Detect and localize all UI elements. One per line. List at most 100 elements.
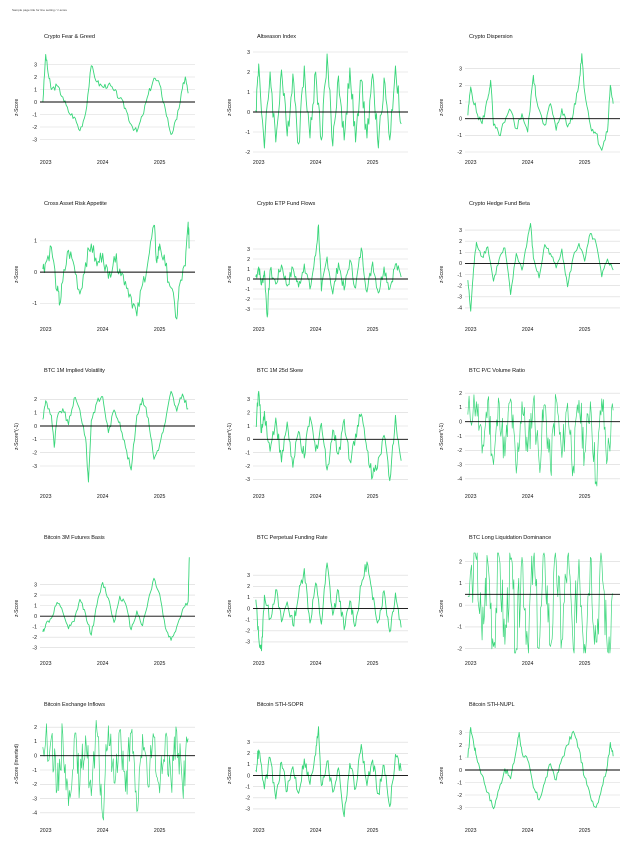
x-tick-label: 2023	[465, 160, 477, 166]
series-line	[255, 224, 402, 318]
x-tick-label: 2024	[97, 828, 109, 834]
y-tick-label: -1	[32, 768, 37, 774]
chart-title: Bitcoin STH-SOPR	[257, 702, 304, 708]
chart-panel: BTC Long Liquidation Dominance z-Score 2 1 0…	[439, 535, 641, 701]
y-axis-label: z-Score (Inverted)	[14, 743, 20, 784]
x-tick-label: 2024	[97, 494, 109, 500]
y-tick-label: 1	[459, 250, 462, 256]
x-tick-label: 2025	[367, 494, 379, 500]
x-tick-label: 2025	[579, 828, 591, 834]
series-line	[467, 552, 614, 654]
y-tick-label: 2	[459, 391, 462, 397]
y-tick-label: 0	[247, 277, 250, 283]
y-tick-label: 1	[459, 405, 462, 411]
y-tick-label: 3	[247, 247, 250, 253]
chart-title: Altseason Index	[257, 34, 297, 40]
y-tick-label: 2	[459, 559, 462, 565]
chart-title: Cross Asset Risk Appetite	[44, 201, 107, 207]
x-tick-label: 2024	[310, 494, 322, 500]
x-tick-label: 2023	[465, 327, 477, 333]
x-tick-label: 2025	[367, 327, 379, 333]
y-tick-label: 1	[247, 90, 250, 96]
y-tick-label: 1	[247, 424, 250, 430]
y-axis-label: z-Score*(-1)	[227, 423, 233, 450]
series-line	[467, 727, 614, 810]
chart-panel: Bitcoin STH-SOPR z-Score 3 2 1 0 -1 -2 -3 2023 202…	[227, 702, 441, 868]
chart-panel: Crypto ETP Fund Flows z-Score 3 2 1 0 -1 -2 -3 20…	[227, 201, 441, 367]
chart-title: Crypto Fear & Greed	[44, 34, 95, 40]
y-tick-label: -1	[32, 437, 37, 443]
y-tick-label: 1	[34, 87, 37, 93]
y-tick-label: -2	[32, 450, 37, 456]
y-tick-label: -3	[457, 805, 462, 811]
x-tick-label: 2023	[40, 327, 52, 333]
y-axis-label: z-Score	[439, 98, 445, 116]
y-tick-label: -3	[32, 464, 37, 470]
y-tick-label: -1	[245, 617, 250, 623]
y-axis-label: z-Score	[227, 599, 233, 617]
y-tick-label: 1	[34, 739, 37, 745]
series-line	[42, 557, 190, 641]
y-tick-label: 2	[459, 83, 462, 89]
y-tick-label: 3	[247, 50, 250, 56]
x-tick-label: 2024	[310, 160, 322, 166]
chart-title: Crypto Dispersion	[469, 34, 513, 40]
y-tick-label: 0	[34, 754, 37, 760]
chart-title: Bitcoin STH-NUPL	[469, 702, 515, 708]
series-line	[42, 221, 190, 320]
y-tick-label: 3	[247, 740, 250, 746]
y-axis-label: z-Score*(-1)	[14, 423, 20, 450]
y-tick-label: -1	[457, 780, 462, 786]
y-tick-label: -4	[32, 811, 37, 817]
y-tick-label: -1	[32, 112, 37, 118]
x-tick-label: 2024	[97, 327, 109, 333]
y-tick-label: -2	[245, 796, 250, 802]
y-tick-label: -3	[245, 640, 250, 646]
y-tick-label: 0	[247, 606, 250, 612]
y-tick-label: -1	[245, 130, 250, 136]
chart-panel: Crypto Hedge Fund Beta z-Score 3 2 1 0 -1 -2 -3 -…	[439, 201, 641, 367]
x-tick-label: 2023	[40, 494, 52, 500]
y-tick-label: 0	[34, 100, 37, 106]
series-line	[42, 54, 189, 135]
chart-title: BTC Long Liquidation Dominance	[469, 535, 552, 541]
y-tick-label: 0	[34, 614, 37, 620]
y-tick-label: -2	[245, 464, 250, 470]
chart-panel: BTC 1M Implied Volatility z-Score*(-1) 2 1 0…	[14, 368, 228, 534]
y-tick-label: 3	[247, 397, 250, 403]
y-tick-label: -3	[457, 295, 462, 301]
chart-title: BTC 1M 25d Skew	[257, 368, 303, 374]
chart-title: Crypto ETP Fund Flows	[257, 201, 316, 207]
y-tick-label: 1	[459, 100, 462, 106]
chart-panel: BTC Perpetual Funding Rate z-Score 3 2 1 0 -1 -…	[227, 535, 441, 701]
y-tick-label: -2	[32, 635, 37, 641]
y-tick-label: 2	[247, 257, 250, 263]
y-tick-label: 3	[34, 582, 37, 588]
x-tick-label: 2023	[253, 661, 265, 667]
y-tick-label: 3	[459, 66, 462, 72]
y-tick-label: 2	[34, 593, 37, 599]
y-tick-label: 2	[34, 75, 37, 81]
y-tick-label: -1	[245, 450, 250, 456]
y-tick-label: -3	[32, 137, 37, 143]
x-tick-label: 2025	[154, 327, 166, 333]
y-tick-label: -1	[457, 272, 462, 278]
y-tick-label: 2	[247, 751, 250, 757]
y-tick-label: 0	[247, 773, 250, 779]
y-tick-label: -3	[457, 462, 462, 468]
x-tick-label: 2023	[253, 160, 265, 166]
y-tick-label: 0	[247, 437, 250, 443]
x-tick-label: 2024	[97, 661, 109, 667]
series-line	[42, 390, 189, 483]
y-tick-label: 0	[247, 110, 250, 116]
y-tick-label: -2	[457, 283, 462, 289]
chart-panel: BTC 1M 25d Skew z-Score*(-1) 3 2 1 0 -1 -2 -3 202…	[227, 368, 441, 534]
chart-plot: 1 0 -1 2023 2024 2025	[32, 221, 195, 333]
x-tick-label: 2024	[97, 160, 109, 166]
chart-plot: 3 2 1 0 -1 -2 -3 2023 2024 2025	[245, 561, 408, 667]
series-line	[255, 726, 402, 818]
series-line	[255, 53, 402, 149]
x-tick-label: 2025	[154, 494, 166, 500]
x-tick-label: 2023	[40, 828, 52, 834]
chart-title: BTC 1M Implied Volatility	[44, 368, 105, 374]
